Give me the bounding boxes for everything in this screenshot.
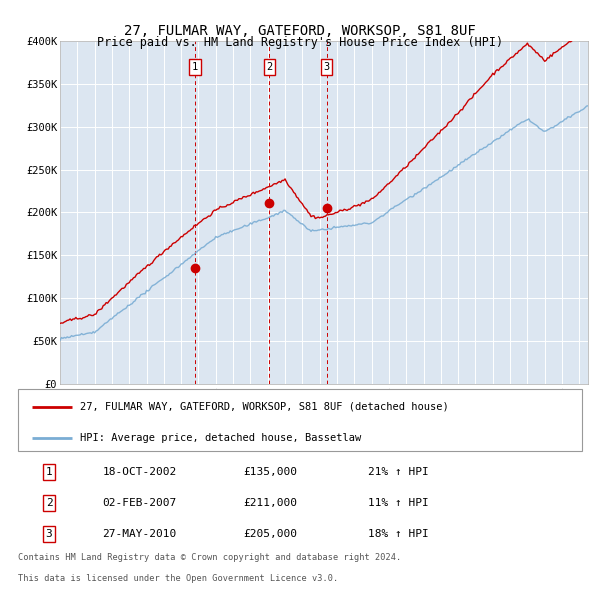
Text: 1: 1 [192,62,198,72]
Text: £205,000: £205,000 [244,529,298,539]
Text: 3: 3 [323,62,330,72]
Text: This data is licensed under the Open Government Licence v3.0.: This data is licensed under the Open Gov… [18,575,338,584]
Text: 21% ↑ HPI: 21% ↑ HPI [368,467,428,477]
Text: 27, FULMAR WAY, GATEFORD, WORKSOP, S81 8UF (detached house): 27, FULMAR WAY, GATEFORD, WORKSOP, S81 8… [80,402,449,412]
Text: HPI: Average price, detached house, Bassetlaw: HPI: Average price, detached house, Bass… [80,432,361,442]
Text: 11% ↑ HPI: 11% ↑ HPI [368,498,428,508]
Text: 2: 2 [46,498,52,508]
Text: Price paid vs. HM Land Registry's House Price Index (HPI): Price paid vs. HM Land Registry's House … [97,36,503,49]
Text: 2: 2 [266,62,272,72]
Text: 02-FEB-2007: 02-FEB-2007 [103,498,177,508]
Text: 18% ↑ HPI: 18% ↑ HPI [368,529,428,539]
Text: 27, FULMAR WAY, GATEFORD, WORKSOP, S81 8UF: 27, FULMAR WAY, GATEFORD, WORKSOP, S81 8… [124,24,476,38]
Text: 1: 1 [46,467,52,477]
Text: £211,000: £211,000 [244,498,298,508]
FancyBboxPatch shape [18,389,582,451]
Text: £135,000: £135,000 [244,467,298,477]
Text: 18-OCT-2002: 18-OCT-2002 [103,467,177,477]
Text: Contains HM Land Registry data © Crown copyright and database right 2024.: Contains HM Land Registry data © Crown c… [18,553,401,562]
Text: 3: 3 [46,529,52,539]
Text: 27-MAY-2010: 27-MAY-2010 [103,529,177,539]
